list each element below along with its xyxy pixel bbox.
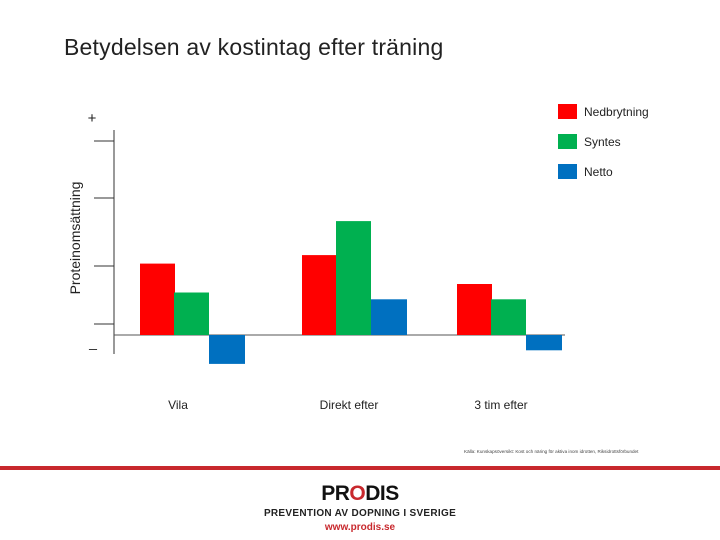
source-note: Källa: Kunskapsöversikt: Kost och näring… (464, 449, 639, 454)
footer-divider (0, 466, 720, 470)
bar-syntes-1 (336, 221, 371, 335)
y-axis-minus-marker: _ (88, 334, 97, 350)
legend-swatch-nedbrytning (558, 104, 577, 119)
footer-url[interactable]: www.prodis.se (324, 522, 396, 533)
bar-netto-0 (209, 335, 245, 364)
bar-syntes-2 (491, 299, 526, 335)
bar-netto-2 (526, 335, 562, 351)
logo-text-o: O (349, 482, 366, 505)
bar-chart: + _ Proteinomsättning Vila Direkt efter 3 tim… (67, 104, 649, 454)
footer-tagline: PREVENTION AV DOPNING I SVERIGE (263, 508, 457, 519)
logo-text-pre: PR (321, 482, 350, 505)
logo-text-post: DIS (365, 482, 399, 505)
legend-swatch-syntes (558, 134, 577, 149)
legend-label-netto: Netto (584, 165, 613, 179)
bar-syntes-0 (174, 292, 209, 335)
bar-nedbrytning-0 (140, 263, 175, 335)
legend-swatch-netto (558, 164, 577, 179)
legend-label-nedbrytning: Nedbrytning (584, 105, 649, 119)
x-category-label: 3 tim efter (474, 398, 527, 412)
legend-label-syntes: Syntes (584, 135, 621, 149)
y-axis-label: Proteinomsättning (67, 182, 83, 295)
x-category-label: Vila (168, 398, 188, 412)
x-category-label: Direkt efter (320, 398, 379, 412)
bar-nedbrytning-1 (302, 255, 337, 335)
bar-nedbrytning-2 (457, 284, 492, 335)
y-axis-plus-marker: + (88, 110, 97, 127)
prodis-logo: PRODIS (0, 482, 720, 506)
chart-title: Betydelsen av kostintag efter träning (64, 34, 444, 60)
bar-netto-1 (371, 299, 407, 335)
